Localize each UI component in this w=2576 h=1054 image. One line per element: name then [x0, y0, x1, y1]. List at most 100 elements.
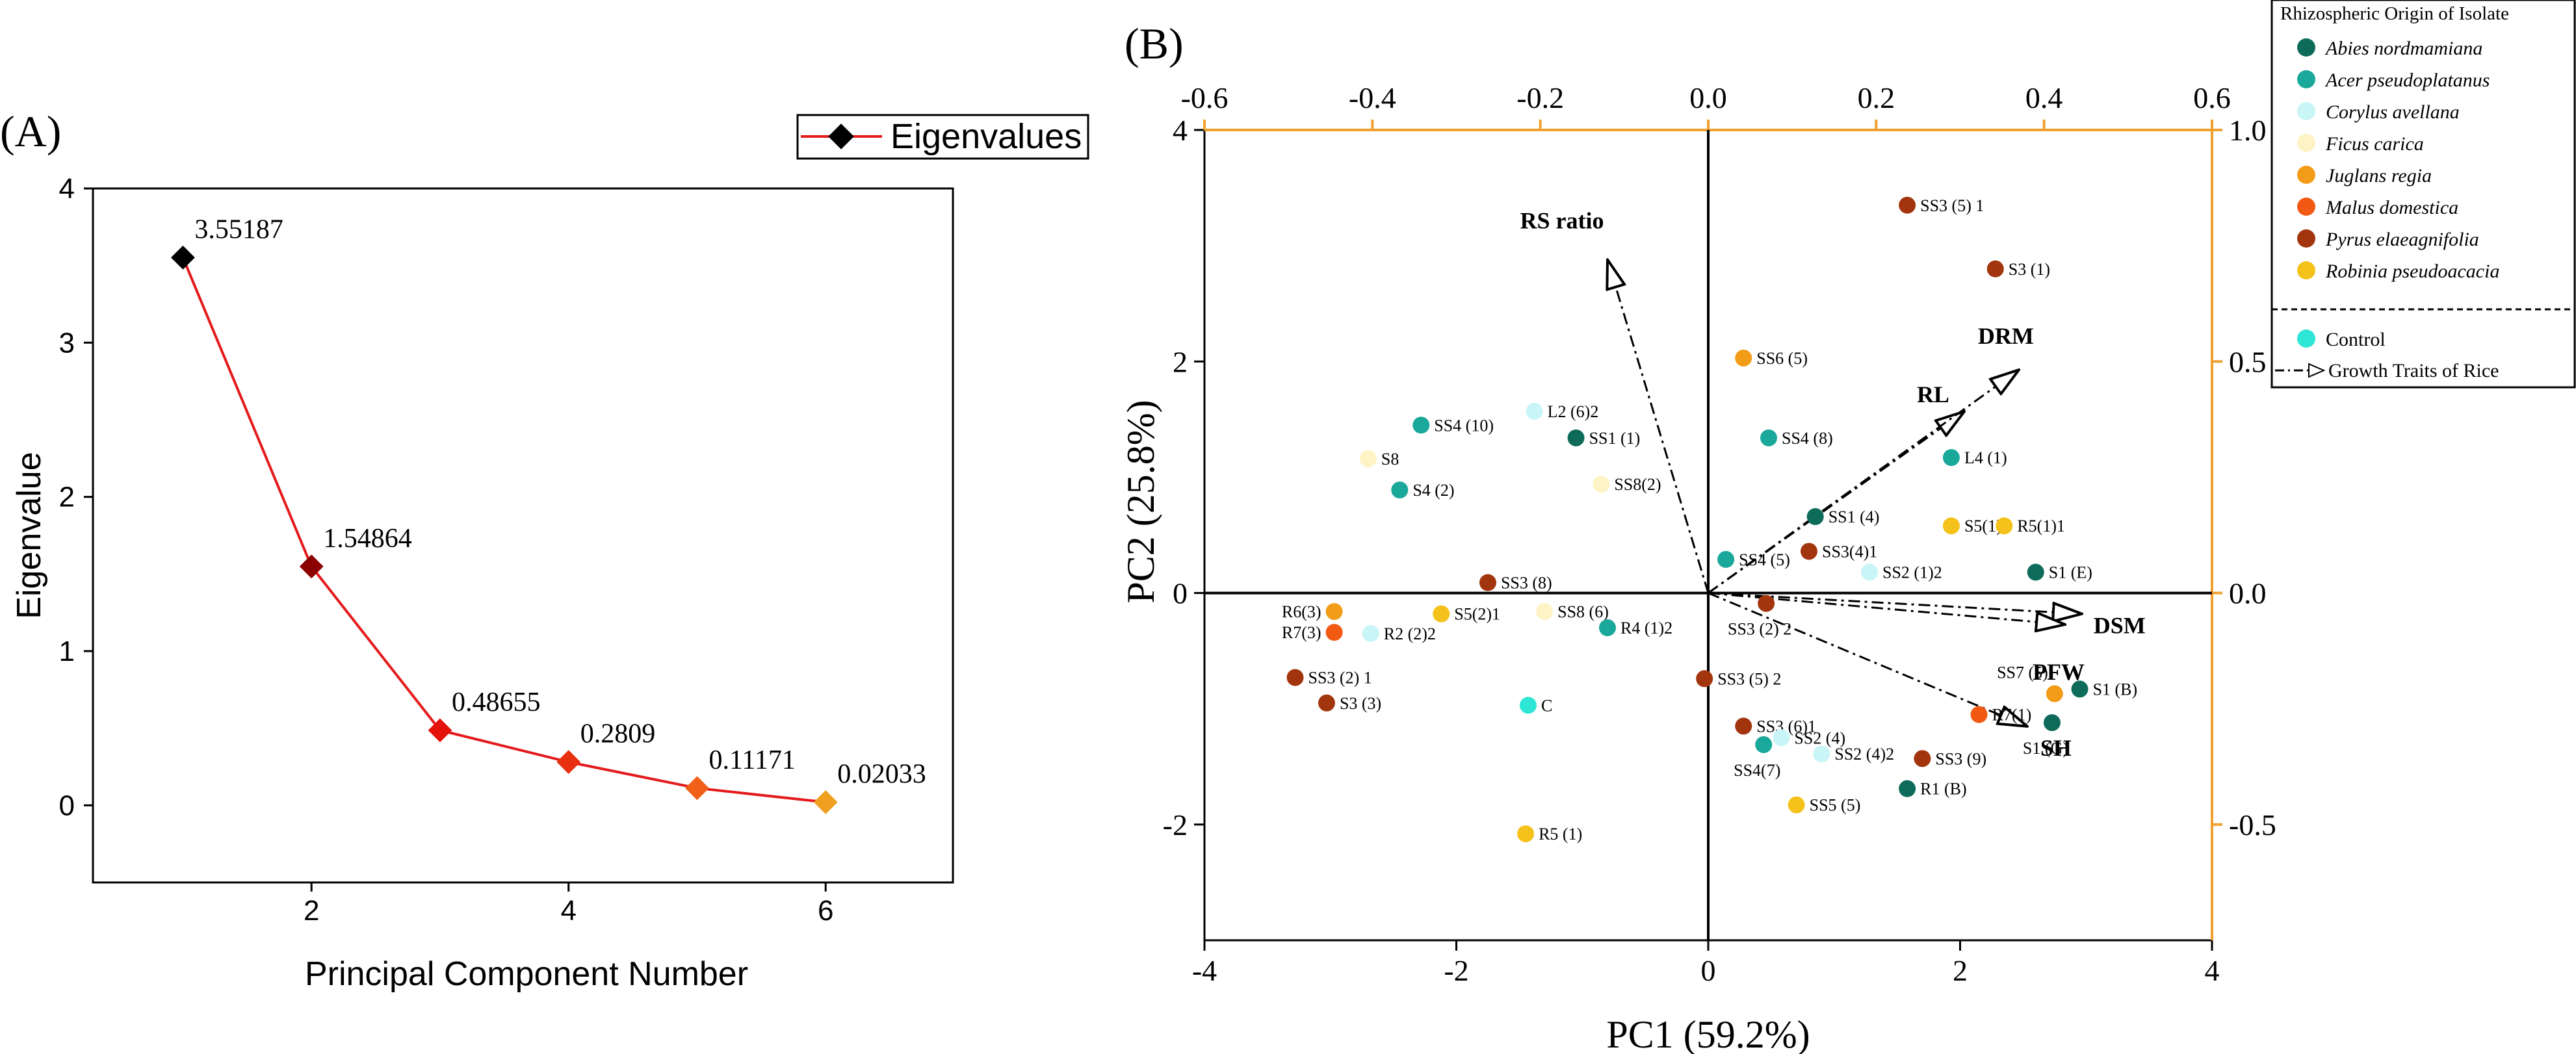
legend-label-control: Control — [2326, 329, 2386, 350]
isolate-point-acer — [1755, 736, 1773, 753]
legend-label-malus: Malus domestica — [2325, 197, 2458, 218]
y-tick-label-b: 0 — [1173, 577, 1188, 610]
isolate-point-corylus — [1526, 402, 1543, 420]
top-tick-label: 0.6 — [2193, 81, 2231, 114]
legend-label-acer: Acer pseudoplatanus — [2324, 70, 2490, 91]
isolate-point-label: S1 (E) — [2049, 563, 2092, 582]
trait-vector-label: SH — [2040, 735, 2072, 761]
isolate-point-malus — [1970, 706, 1988, 723]
x-tick-label-a: 6 — [818, 895, 833, 927]
isolate-point-label: S3 (3) — [1340, 694, 1381, 713]
isolate-point-acer — [1760, 429, 1777, 446]
isolate-point-label: R5 (1) — [1539, 825, 1582, 843]
y-tick-label-b: 4 — [1173, 114, 1188, 147]
eigenvalue-point — [299, 554, 324, 579]
panel-b-label: (B) — [1125, 19, 1184, 68]
trait-vector-arrow — [1708, 592, 2065, 624]
legend-marker-pyrus — [2297, 229, 2315, 248]
isolate-point-corylus — [1773, 729, 1790, 747]
isolate-point-label: SS3 (8) — [1501, 574, 1552, 593]
isolate-point-label: SS3 (5) 1 — [1920, 196, 1984, 215]
trait-vector-label: DRM — [1978, 323, 2034, 349]
isolate-point-ficus — [1593, 476, 1610, 493]
eigenvalue-point — [171, 245, 195, 270]
isolate-point-label: SS3(4)1 — [1822, 542, 1877, 561]
legend-marker-acer — [2297, 70, 2315, 88]
isolate-point-acer — [1717, 550, 1735, 568]
isolate-point-pyrus — [1914, 750, 1931, 767]
isolate-point-abies — [2027, 563, 2044, 581]
legend-label-pyrus: Pyrus elaeagnifolia — [2325, 229, 2479, 250]
y-tick-label-a: 1 — [59, 636, 75, 667]
isolate-point-label: S8 — [1381, 450, 1399, 469]
legend-marker-corylus — [2297, 102, 2315, 120]
panel-a-label: (A) — [0, 107, 61, 156]
y-tick-label-a: 4 — [59, 173, 75, 205]
isolate-point-juglans — [1735, 349, 1752, 366]
eigenvalue-markers — [171, 245, 838, 814]
isolate-point-juglans — [2046, 685, 2063, 702]
isolate-point-juglans — [1325, 603, 1343, 621]
trait-vector-arrow — [1607, 260, 1710, 594]
top-tick-label: -0.6 — [1181, 81, 1229, 114]
isolate-point-robinia — [1942, 517, 1960, 535]
isolate-point-corylus — [1813, 745, 1830, 763]
legend-marker-abies — [2297, 38, 2315, 57]
y-axis-label-a: Eigenvalue — [10, 452, 48, 619]
eigenvalue-data-label: 0.48655 — [452, 688, 541, 717]
legend-label-corylus: Corylus avellana — [2326, 101, 2460, 123]
y-tick-label-a: 0 — [59, 790, 75, 821]
axis-ticks-a: 2 4 6 0 1 2 3 4 — [59, 173, 834, 927]
isolate-point-label: SS1 (1) — [1589, 429, 1641, 448]
isolate-point-label: SS5 (5) — [1810, 796, 1861, 815]
isolate-point-label: SS4(7) — [1734, 761, 1780, 780]
top-tick-label: 0.4 — [2025, 81, 2063, 114]
x-tick-label-b: -4 — [1192, 954, 1217, 987]
isolate-point-robinia — [1517, 825, 1535, 843]
isolate-point-label: C — [1541, 696, 1552, 715]
legend-arrowhead-sample — [2308, 363, 2326, 378]
trait-vector-label: DSM — [2094, 613, 2146, 639]
legend-title: Rhizospheric Origin of Isolate — [2280, 3, 2509, 24]
isolate-point-label: R2 (2)2 — [1384, 624, 1436, 643]
isolate-point-label: SS6 (5) — [1756, 349, 1808, 368]
isolate-point-robinia — [1433, 605, 1450, 623]
isolate-point-label: L4 (1) — [1964, 448, 2007, 467]
isolate-point-control — [1519, 697, 1537, 714]
isolate-point-label: S5(1) — [1964, 517, 2002, 535]
legend-label-eigenvalues: Eigenvalues — [891, 117, 1082, 156]
isolate-point-acer — [1412, 417, 1430, 434]
isolate-point-abies — [2043, 714, 2061, 732]
y-tick-label-b: -2 — [1163, 808, 1188, 842]
isolate-point-label: SS8 (6) — [1557, 602, 1609, 621]
isolate-point-pyrus — [1758, 595, 1775, 612]
legend-marker-control — [2297, 329, 2315, 348]
isolate-point-abies — [1806, 508, 1824, 525]
eigenvalue-data-label: 0.2809 — [580, 719, 656, 749]
isolate-point-abies — [1567, 429, 1585, 446]
isolate-point-label: SS8(2) — [1614, 475, 1661, 494]
isolate-point-label: SS3 (2) 2 — [1728, 620, 1791, 639]
isolate-point-acer — [1942, 449, 1960, 467]
isolate-point-label: SS2 (4) — [1794, 728, 1845, 747]
trait-vector-label: PFW — [2033, 659, 2085, 685]
isolate-point-label: R5(1)1 — [2017, 517, 2065, 535]
eigenvalue-point — [556, 750, 581, 775]
legend-box-b — [2270, 0, 2576, 389]
isolate-point-label: SS3 (5) 2 — [1717, 669, 1781, 688]
isolate-point-label: SS3 (9) — [1935, 749, 1986, 768]
isolate-point-ficus — [1536, 603, 1554, 621]
isolate-point-label: L2 (6)2 — [1548, 402, 1599, 421]
top-tick-label: 0.2 — [1858, 81, 1895, 114]
trait-vectors: RS ratio RL DRM DSM PFW SH — [1520, 208, 2146, 761]
isolate-point-ficus — [1359, 450, 1377, 467]
isolate-point-acer — [1391, 482, 1409, 499]
eigenvalue-data-label: 1.54864 — [323, 524, 412, 554]
x-tick-label-b: 2 — [1953, 954, 1968, 987]
isolate-point-pyrus — [1899, 196, 1916, 214]
isolate-point-label: SS7 (5) — [1997, 663, 2048, 682]
isolate-point-pyrus — [1735, 717, 1752, 735]
isolate-point-abies — [2071, 680, 2088, 698]
x-tick-label-a: 2 — [304, 895, 319, 927]
